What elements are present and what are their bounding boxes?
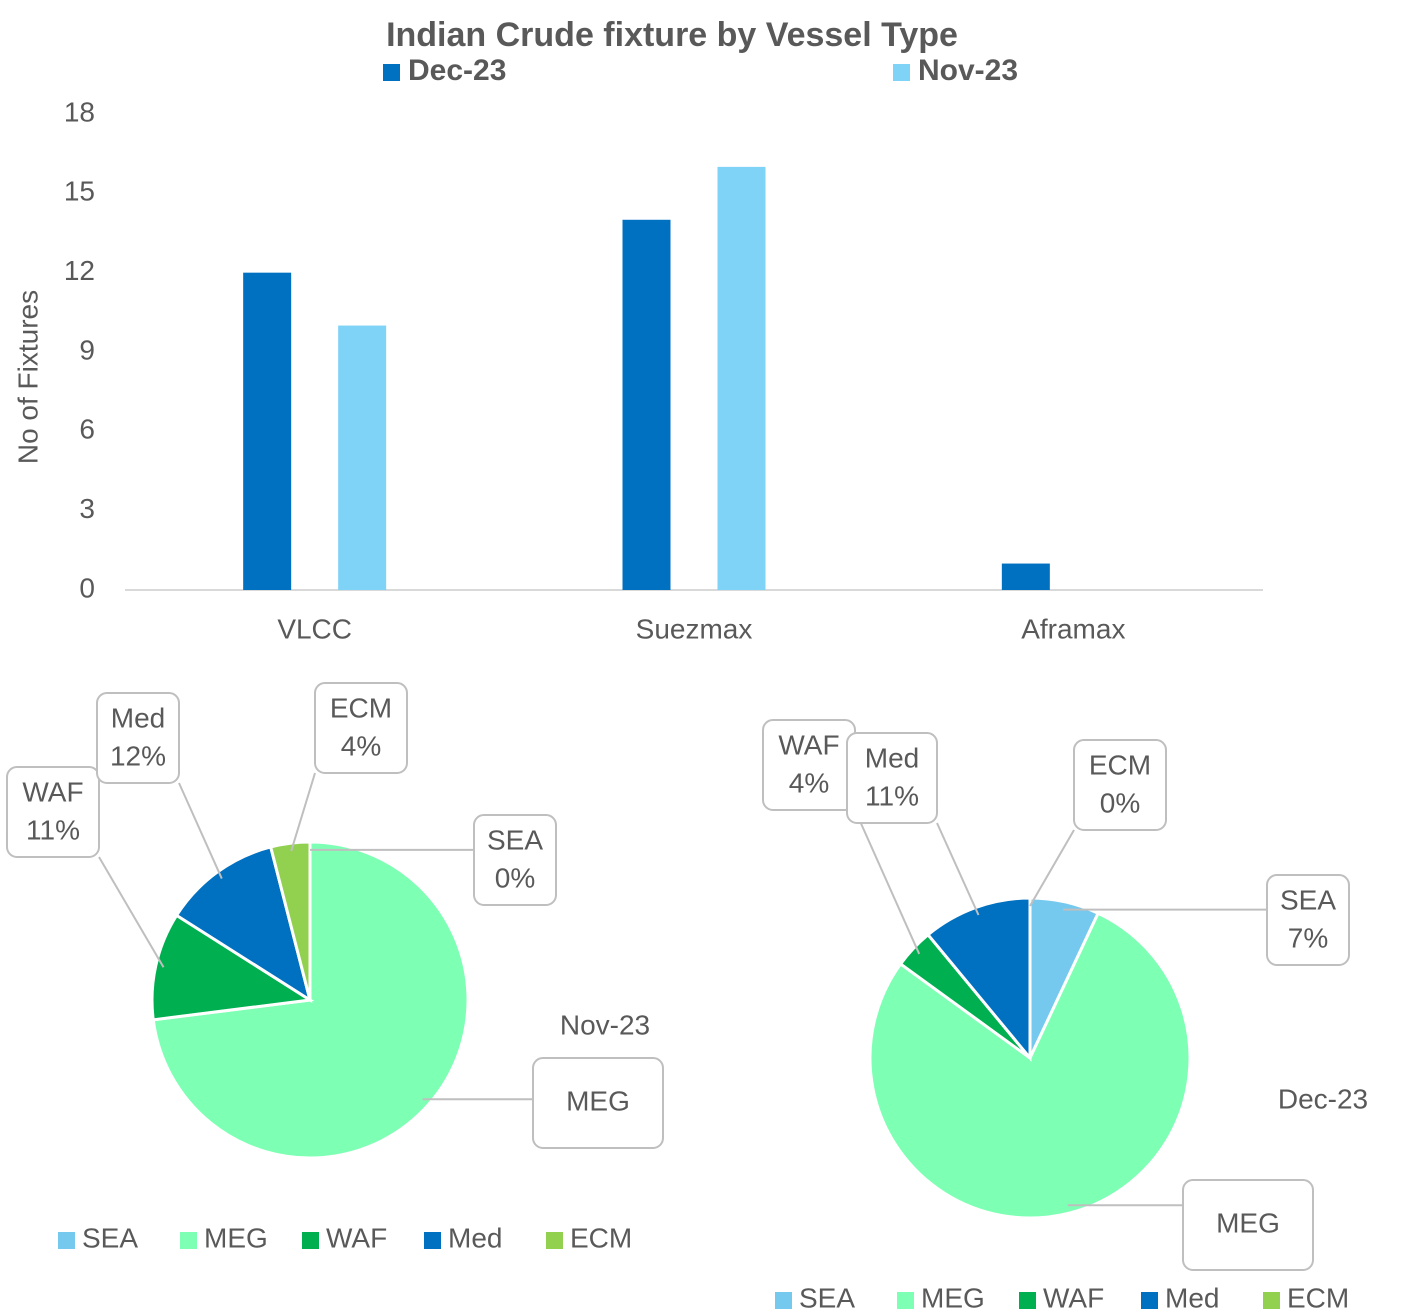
legend-label: Med	[448, 1222, 502, 1253]
bar	[1001, 563, 1050, 590]
pie-slice	[868, 911, 1192, 1220]
legend-swatch	[383, 64, 400, 81]
label-box	[314, 682, 408, 774]
data-label-name: WAF	[22, 776, 83, 807]
label-box	[1266, 874, 1350, 966]
legend-label: ECM	[1287, 1282, 1349, 1313]
data-label: 11%	[865, 780, 919, 811]
legend-swatch	[546, 1232, 563, 1249]
pie-title: Nov-23	[560, 1009, 650, 1040]
data-label: 0%	[495, 862, 535, 893]
label-box	[1182, 1179, 1314, 1271]
y-tick-label: 6	[79, 414, 95, 445]
data-label-name: ECM	[330, 692, 392, 723]
data-label: 4%	[789, 767, 829, 798]
data-label: 7%	[1288, 922, 1328, 953]
legend-label: SEA	[799, 1282, 855, 1313]
label-box	[473, 814, 557, 906]
pie-slice	[174, 845, 313, 1004]
label-box	[96, 692, 180, 784]
legend-label: SEA	[82, 1222, 138, 1253]
x-tick-label: VLCC	[277, 613, 352, 644]
y-axis-label: No of Fixtures	[12, 290, 43, 464]
bar	[338, 325, 387, 590]
data-label-name: Med	[111, 702, 165, 733]
legend-swatch	[1019, 1292, 1036, 1309]
pie-slice	[150, 913, 315, 1022]
bar	[717, 166, 766, 590]
leader-line	[1029, 829, 1075, 907]
y-tick-label: 9	[79, 334, 95, 365]
legend-label: Nov-23	[918, 54, 1018, 87]
data-label: 12%	[110, 740, 166, 771]
legend-label: WAF	[1043, 1282, 1104, 1313]
legend-swatch	[424, 1232, 441, 1249]
legend-swatch	[302, 1232, 319, 1249]
pie-slice	[268, 840, 312, 1001]
bar	[243, 272, 292, 590]
legend-label: WAF	[326, 1222, 387, 1253]
legend-label: MEG	[921, 1282, 985, 1313]
data-label: 0%	[1100, 787, 1140, 818]
legend-label: Dec-23	[408, 54, 506, 87]
label-box	[1073, 739, 1167, 831]
data-label: 4%	[341, 730, 381, 761]
legend-swatch	[775, 1292, 792, 1309]
leader-line	[936, 822, 980, 916]
data-label-name: SEA	[1280, 884, 1336, 915]
leader-line	[854, 809, 921, 955]
leader-line	[98, 856, 165, 968]
x-tick-label: Aframax	[1021, 613, 1125, 644]
legend-label: Med	[1165, 1282, 1219, 1313]
data-label-name: MEG	[1216, 1207, 1280, 1238]
data-label-name: ECM	[1089, 749, 1151, 780]
label-box	[532, 1057, 664, 1149]
leader-line	[290, 772, 316, 852]
y-tick-label: 15	[64, 176, 95, 207]
data-label-name: Med	[865, 742, 919, 773]
legend-swatch	[897, 1292, 914, 1309]
y-tick-label: 3	[79, 493, 95, 524]
bar	[622, 219, 671, 590]
x-tick-label: Suezmax	[636, 613, 753, 644]
data-label: 11%	[26, 814, 80, 845]
pie-title: Dec-23	[1278, 1083, 1368, 1114]
data-label-name: MEG	[566, 1085, 630, 1116]
legend-swatch	[180, 1232, 197, 1249]
data-label-name: SEA	[487, 824, 543, 855]
data-label-name: WAF	[778, 729, 839, 760]
legend-swatch	[1263, 1292, 1280, 1309]
legend-swatch	[58, 1232, 75, 1249]
label-box	[6, 766, 100, 858]
y-tick-label: 0	[79, 572, 95, 603]
legend-swatch	[1141, 1292, 1158, 1309]
leader-line	[178, 782, 223, 879]
y-tick-label: 12	[64, 255, 95, 286]
legend-label: ECM	[570, 1222, 632, 1253]
legend-swatch	[893, 64, 910, 81]
label-box	[846, 732, 938, 824]
chart-title: Indian Crude fixture by Vessel Type	[386, 16, 958, 54]
legend-label: MEG	[204, 1222, 268, 1253]
y-tick-label: 18	[64, 96, 95, 127]
